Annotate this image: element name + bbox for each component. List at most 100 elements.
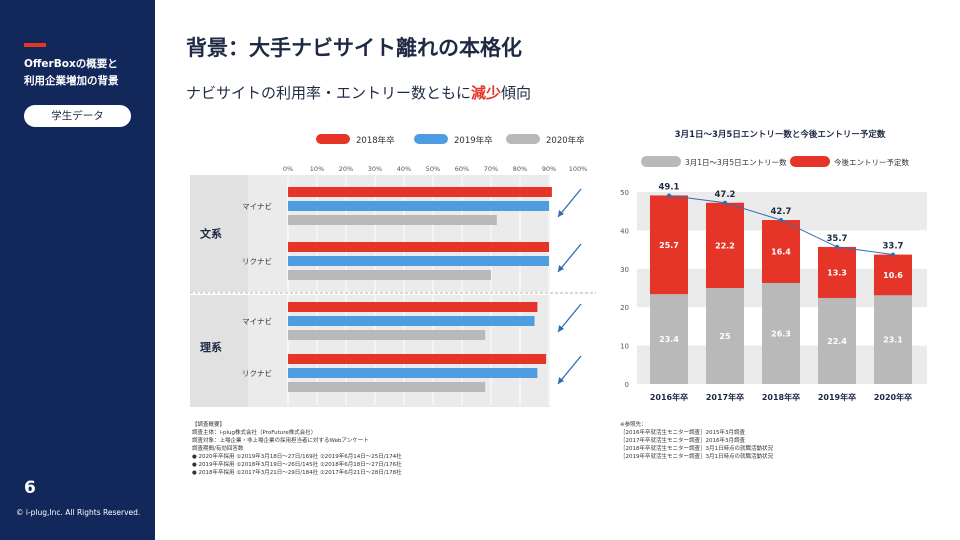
bar bbox=[288, 187, 552, 197]
data-label: 23.4 bbox=[659, 335, 679, 344]
bar bbox=[288, 368, 538, 378]
y-tick-label: 0 bbox=[625, 381, 629, 389]
trend-arrowhead bbox=[558, 325, 564, 332]
chart-title: 3月1日～3月5日エントリー数と今後エントリー予定数 bbox=[675, 129, 886, 140]
bar-segment-entry bbox=[762, 283, 800, 384]
bar-segment-planned bbox=[762, 220, 800, 284]
x-tick-label: 2019年卒 bbox=[818, 392, 856, 402]
total-trend-point bbox=[891, 252, 895, 257]
copyright: © i-plug,Inc. All Rights Reserved. bbox=[16, 508, 141, 517]
bar-segment-entry bbox=[706, 288, 744, 384]
note-line: ● 2020年卒採用 ①2019年3月18日～27日/169社 ②2019年6月… bbox=[192, 454, 402, 460]
bar bbox=[288, 256, 549, 266]
note-line: ● 2019年卒採用 ①2018年3月19日～26日/145社 ②2018年6月… bbox=[192, 462, 402, 468]
row-label: マイナビ bbox=[242, 202, 272, 211]
bar bbox=[288, 354, 547, 364]
note-line: 調査主体：i-plug株式会社（ProFuture株式会社） bbox=[192, 430, 317, 436]
legend-label: 2019年卒 bbox=[454, 135, 493, 146]
trend-arrowhead bbox=[558, 265, 564, 272]
note-line: ［2017年卒就活生モニター調査］2016年3月調査 bbox=[620, 438, 745, 444]
legend-label: 2018年卒 bbox=[356, 135, 395, 146]
page-subtitle: ナビサイトの利用率・エントリー数ともに減少傾向 bbox=[186, 82, 531, 103]
x-tick-label: 10% bbox=[310, 165, 324, 173]
bar-segment-planned bbox=[706, 202, 744, 288]
note-line: ［2019年卒就活生モニター調査］3月1日時点の就職活動状況 bbox=[620, 454, 773, 460]
x-tick-label: 2016年卒 bbox=[650, 392, 688, 402]
entry-count-chart: 3月1日～3月5日エントリー数と今後エントリー予定数 3月1日～3月5日エントリー… bbox=[620, 129, 927, 402]
bar-segment-entry bbox=[874, 295, 912, 384]
data-label: 22.4 bbox=[827, 337, 847, 346]
note-line: ［2016年卒就活生モニター調査］2015年3月調査 bbox=[620, 430, 745, 436]
x-tick-label: 2020年卒 bbox=[874, 392, 912, 402]
total-label: 35.7 bbox=[827, 234, 848, 244]
bar-segment-entry bbox=[818, 297, 856, 384]
bar bbox=[288, 242, 549, 252]
subtitle-text-end: 傾向 bbox=[501, 84, 532, 102]
y-tick-label: 20 bbox=[620, 304, 629, 312]
student-data-badge[interactable]: 学生データ bbox=[24, 105, 131, 127]
total-label: 47.2 bbox=[715, 190, 736, 200]
note-line: 調査対象：上場企業・非上場企業の採用担当者に対するWebアンケート bbox=[192, 438, 369, 444]
group-label-cell bbox=[190, 175, 248, 292]
trend-arrowhead bbox=[558, 210, 564, 217]
bar bbox=[288, 302, 538, 312]
row-label: リクナビ bbox=[242, 369, 272, 378]
bar bbox=[288, 330, 486, 340]
y-tick-label: 30 bbox=[620, 266, 629, 274]
page-number: 6 bbox=[24, 478, 36, 498]
group-label-cell bbox=[190, 295, 248, 407]
data-label: 25 bbox=[719, 332, 731, 341]
y-tick-label: 40 bbox=[620, 227, 629, 235]
sidebar: OfferBoxの概要と 利用企業増加の背景 学生データ 6 © i-plug,… bbox=[0, 0, 155, 540]
x-tick-label: 40% bbox=[397, 165, 411, 173]
legend-label: 今後エントリー予定数 bbox=[834, 157, 909, 167]
subtitle-highlight: 減少 bbox=[471, 84, 502, 102]
note-line: ［2018年卒就活生モニター調査］3月1日時点の就職活動状況 bbox=[620, 446, 773, 452]
data-label: 23.1 bbox=[883, 336, 903, 345]
trend-arrowhead bbox=[558, 377, 564, 384]
navi-usage-rate-chart: 2018年卒 2019年卒 2020年卒 0% 10% 20% 30% 40% 50% 60% 70… bbox=[190, 134, 596, 407]
x-tick-label: 50% bbox=[426, 165, 440, 173]
bar-segment-entry bbox=[650, 294, 688, 384]
survey-notes: 【調査概要】調査主体：i-plug株式会社（ProFuture株式会社） 調査対象… bbox=[192, 421, 602, 477]
x-tick-label: 0% bbox=[283, 165, 293, 173]
x-tick-label: 60% bbox=[455, 165, 469, 173]
bar-segment-planned bbox=[650, 195, 688, 295]
group-label: 文系 bbox=[200, 227, 222, 241]
bar-segment-planned bbox=[818, 246, 856, 298]
x-tick-label: 2017年卒 bbox=[706, 392, 744, 402]
legend-label: 2020年卒 bbox=[546, 135, 585, 146]
y-tick-label: 50 bbox=[620, 189, 629, 197]
note-line: ※参照先： bbox=[620, 422, 647, 428]
legend-swatch bbox=[641, 156, 681, 167]
x-tick-label: 30% bbox=[368, 165, 382, 173]
note-line: 【調査概要】 bbox=[192, 422, 226, 428]
page-title: 背景：大手ナビサイト離れの本格化 bbox=[186, 36, 522, 60]
group-label: 理系 bbox=[200, 340, 222, 354]
data-label: 25.7 bbox=[659, 241, 679, 250]
legend-swatch bbox=[316, 134, 350, 144]
bar bbox=[288, 215, 497, 225]
subtitle-text: ナビサイトの利用率・エントリー数ともに bbox=[186, 84, 472, 102]
reference-notes: ※参照先： ［2016年卒就活生モニター調査］2015年3月調査 ［2017年卒就活… bbox=[620, 421, 920, 461]
bar-segment-planned bbox=[874, 254, 912, 296]
total-label: 33.7 bbox=[883, 242, 904, 252]
legend-swatch bbox=[506, 134, 540, 144]
total-label: 42.7 bbox=[771, 207, 792, 217]
total-trend-point bbox=[835, 244, 839, 249]
data-label: 16.4 bbox=[771, 248, 791, 257]
total-trend-point bbox=[723, 200, 727, 205]
x-tick-label: 90% bbox=[542, 165, 556, 173]
section-title: OfferBoxの概要と 利用企業増加の背景 bbox=[24, 58, 119, 87]
x-tick-label: 80% bbox=[513, 165, 527, 173]
x-tick-label: 70% bbox=[484, 165, 498, 173]
data-label: 13.3 bbox=[827, 268, 847, 277]
total-label: 49.1 bbox=[659, 182, 680, 192]
total-trend-point bbox=[779, 218, 783, 223]
bar bbox=[288, 201, 549, 211]
row-label: マイナビ bbox=[242, 317, 272, 326]
data-label: 10.6 bbox=[883, 271, 903, 280]
y-tick-label: 10 bbox=[620, 343, 629, 351]
data-label: 26.3 bbox=[771, 330, 791, 339]
bar bbox=[288, 382, 486, 392]
